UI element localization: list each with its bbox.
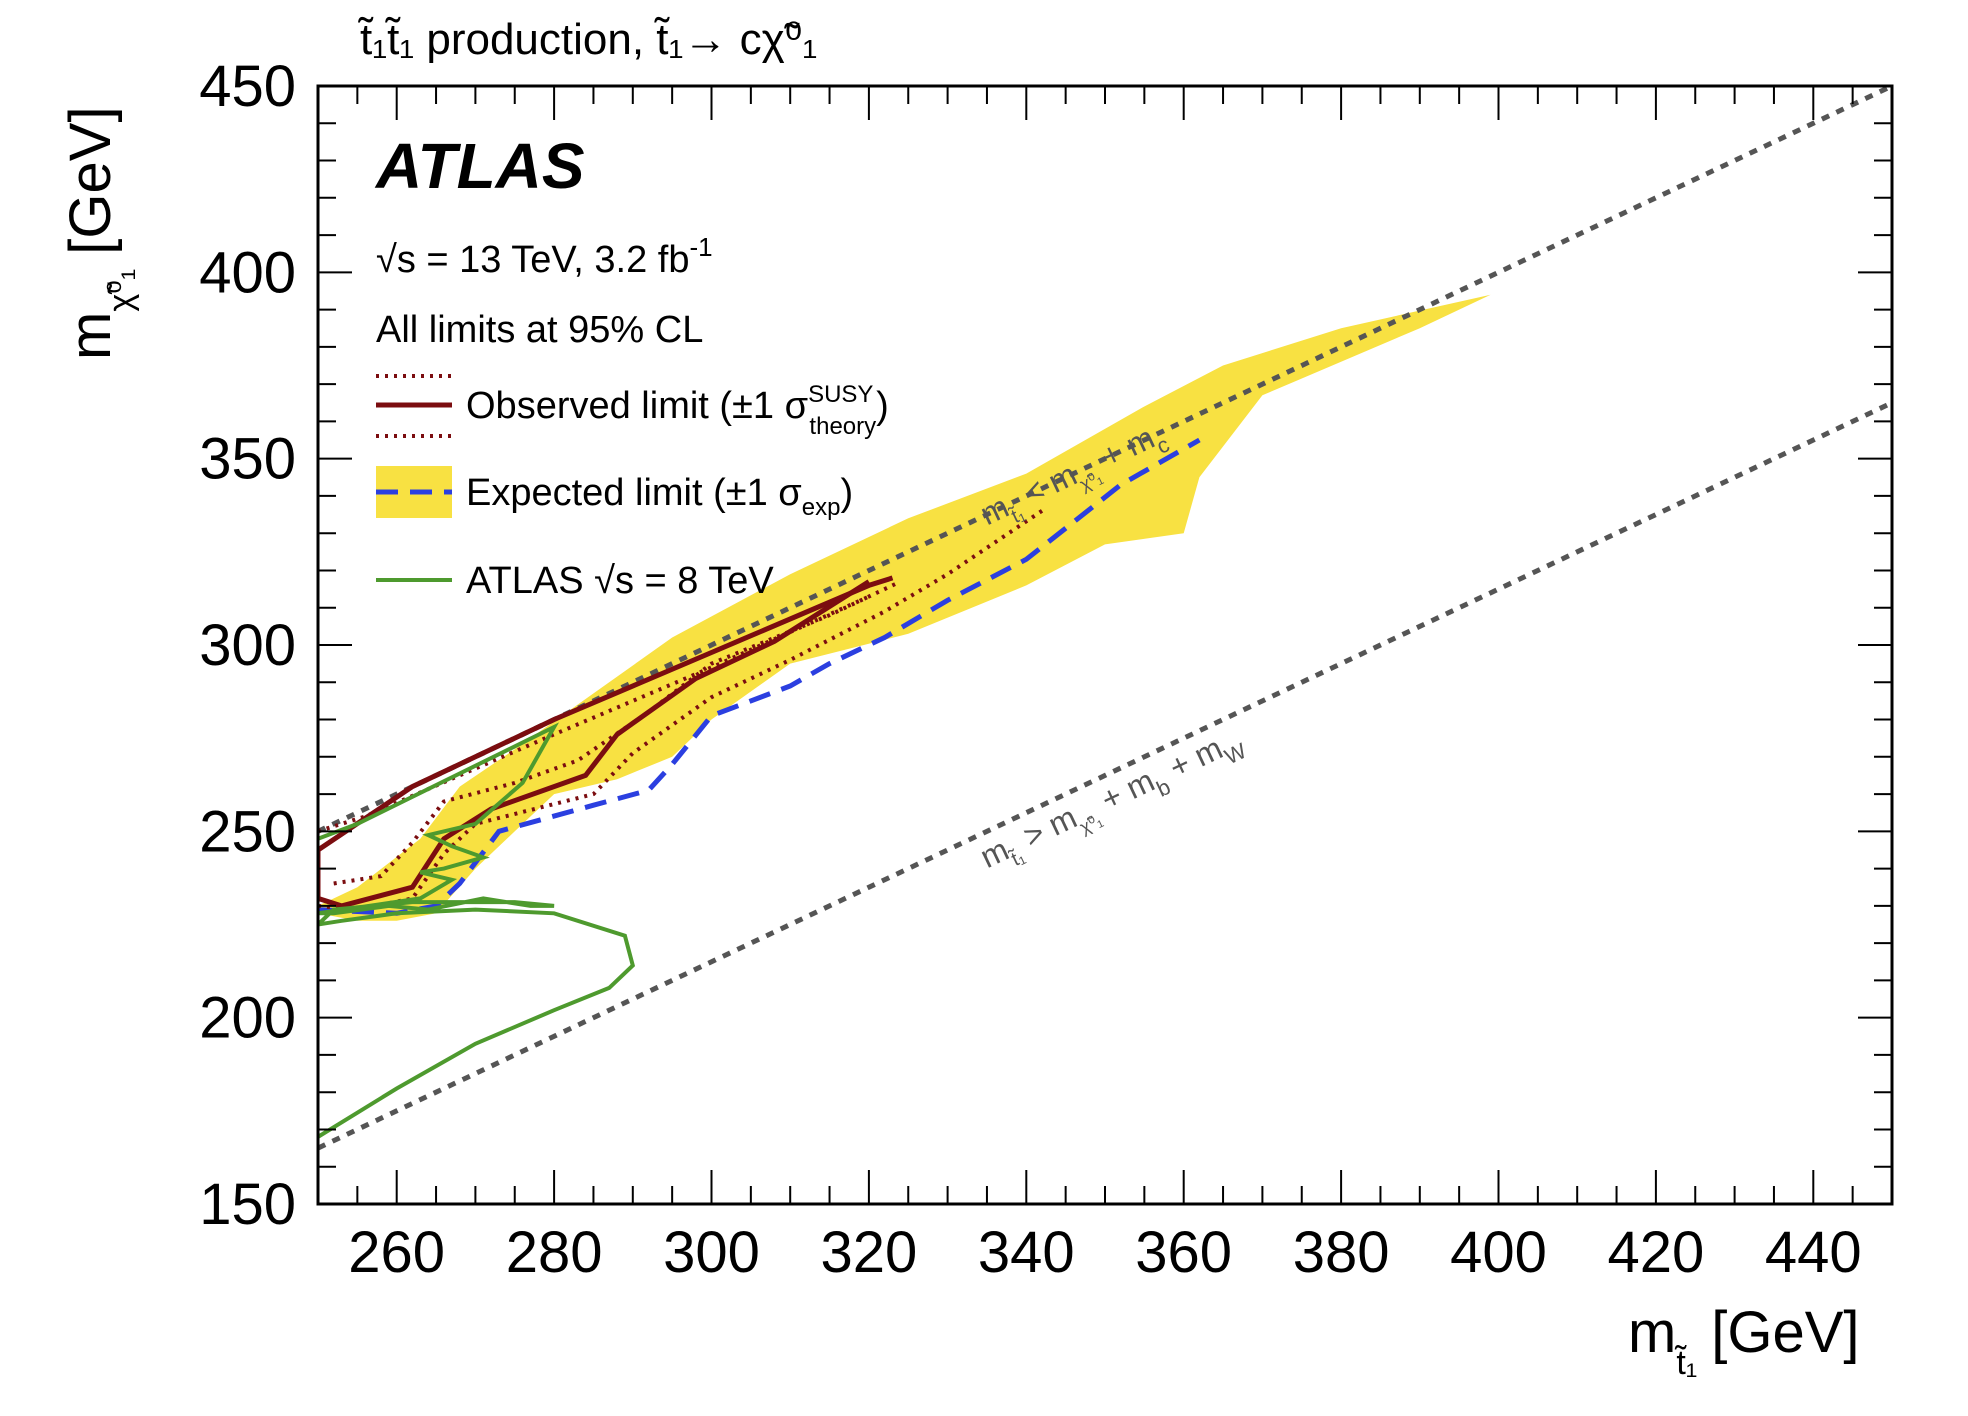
legend: Observed limit (±1 σSUSY theory) Expected…	[376, 374, 889, 602]
legend-expected-sub: exp	[802, 494, 841, 521]
svg-text:mχ̃⁰₁[GeV]: mχ̃⁰₁ [GeV]	[58, 106, 140, 360]
x-tick-label: 360	[1135, 1220, 1232, 1285]
legend-observed-sup: SUSY	[808, 381, 873, 408]
x-tick-label: 440	[1765, 1220, 1862, 1285]
y-tick-label: 250	[199, 799, 296, 864]
energy-label: √s = 13 TeV, 3.2 fb-1	[376, 232, 713, 281]
atlas-label: ATLAS	[374, 130, 585, 202]
legend-item-observed: Observed limit (±1 σSUSY theory)	[376, 374, 889, 440]
legend-observed-label: Observed limit (±1 σSUSY theory)	[466, 381, 889, 440]
boundary-label-mbw: mt̃₁ > mχ̃⁰₁ + mb + mW	[975, 721, 1251, 882]
y-tick-labels: 150 200 250 300 350 400 450	[199, 54, 296, 1237]
observed-theory-band-line	[318, 509, 1044, 912]
legend-expected-label: Expected limit (±1 σexp)	[466, 472, 853, 521]
y-axis-sub: χ̃⁰₁	[102, 269, 140, 312]
x-tick-label: 320	[821, 1220, 918, 1285]
y-tick-label: 200	[199, 986, 296, 1051]
legend-item-expected: Expected limit (±1 σexp)	[376, 466, 853, 521]
legend-atlas8-label: ATLAS √s = 8 TeV	[466, 560, 774, 602]
y-axis-title: mχ̃⁰₁ [GeV]	[58, 106, 140, 360]
x-tick-label: 400	[1450, 1220, 1547, 1285]
svg-text:mt̃₁ > mχ̃⁰₁ + mb + mW: mt̃₁ > mχ̃⁰₁ + mb + mW	[975, 721, 1251, 882]
y-tick-label: 300	[199, 613, 296, 678]
y-axis-unit: [GeV]	[58, 106, 123, 254]
x-tick-labels: 260 280 300 320 340 360 380 400 420 440	[348, 1220, 1861, 1285]
observed-limit-line	[318, 579, 871, 909]
atlas-8tev-contour	[318, 722, 636, 1139]
y-tick-label: 350	[199, 427, 296, 492]
band-layer	[318, 294, 1491, 921]
chart-title: t̃₁t̃₁ production, t̃₁→ cχ̃⁰₁	[357, 15, 817, 64]
svg-text:mt̃₁[GeV]: mt̃₁ [GeV]	[1628, 1300, 1860, 1382]
observed-theory-band-line	[333, 579, 902, 886]
x-axis-symbol: m	[1628, 1300, 1676, 1365]
series-layer	[318, 437, 1201, 1139]
x-tick-label: 380	[1293, 1220, 1390, 1285]
x-tick-label: 420	[1608, 1220, 1705, 1285]
x-tick-label: 260	[348, 1220, 445, 1285]
y-axis-symbol: m	[58, 312, 123, 360]
y-tick-label: 400	[199, 240, 296, 305]
x-axis-title: mt̃₁ [GeV]	[1628, 1300, 1860, 1382]
axis-ticks	[317, 85, 1893, 1205]
boundary-line-mbw	[318, 400, 1892, 1151]
legend-observed-sub: theory	[809, 413, 876, 440]
y-tick-label: 150	[199, 1172, 296, 1237]
energy-label-sup: -1	[689, 232, 712, 262]
x-tick-label: 280	[506, 1220, 603, 1285]
legend-item-atlas8: ATLAS √s = 8 TeV	[376, 560, 774, 602]
x-axis-sub: t̃₁	[1674, 1344, 1697, 1382]
x-axis-unit: [GeV]	[1711, 1300, 1859, 1365]
x-tick-label: 300	[663, 1220, 760, 1285]
observed-limit-line	[318, 575, 894, 853]
x-tick-label: 340	[978, 1220, 1075, 1285]
cl-label: All limits at 95% CL	[376, 309, 703, 351]
y-tick-label: 450	[199, 54, 296, 119]
expected-band	[318, 294, 1491, 921]
